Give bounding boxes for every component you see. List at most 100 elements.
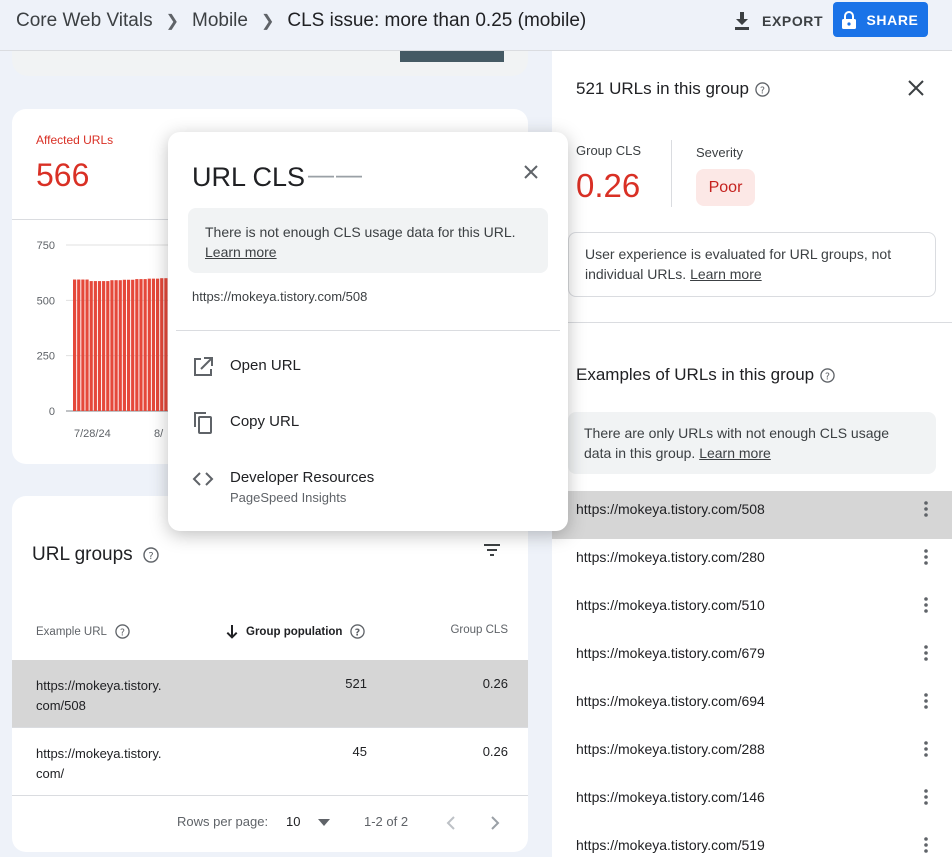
list-item-url: https://mokeya.tistory.com/280: [576, 549, 765, 565]
row-population: 45: [352, 744, 367, 759]
table-row[interactable]: https://mokeya.tistory.com/ 45 0.26: [12, 728, 528, 796]
examples-title-text: Examples of URLs in this group: [576, 365, 815, 384]
list-item[interactable]: https://mokeya.tistory.com/280: [552, 539, 952, 587]
more-vert-icon[interactable]: [924, 644, 928, 662]
chart-bar[interactable]: [114, 280, 118, 411]
chart-bar[interactable]: [89, 281, 93, 411]
svg-text:?: ?: [120, 627, 125, 638]
chart-bar[interactable]: [118, 280, 122, 411]
chart-bar[interactable]: [160, 278, 164, 411]
column-header-example-url[interactable]: Example URL ?: [36, 624, 130, 639]
chart-bar[interactable]: [81, 279, 85, 411]
x-tick-label: 7/28/24: [74, 428, 111, 440]
list-item[interactable]: https://mokeya.tistory.com/510: [552, 587, 952, 635]
arrow-down-icon: [226, 624, 238, 639]
close-icon[interactable]: [524, 165, 538, 179]
copy-url-menu-item[interactable]: Copy URL: [192, 412, 299, 434]
chart-bar[interactable]: [151, 278, 156, 411]
help-icon[interactable]: ?: [820, 367, 835, 383]
more-vert-icon[interactable]: [924, 692, 928, 710]
close-icon[interactable]: [908, 80, 924, 96]
list-item-url: https://mokeya.tistory.com/679: [576, 645, 765, 661]
more-vert-icon[interactable]: [924, 548, 928, 566]
x-tick-label: 8/: [154, 428, 164, 440]
breadcrumb: Core Web Vitals ❯ Mobile ❯ CLS issue: mo…: [16, 10, 586, 32]
chart-bar[interactable]: [126, 279, 131, 411]
group-cls-label: Group CLS: [576, 143, 642, 158]
list-item[interactable]: https://mokeya.tistory.com/519: [552, 827, 952, 857]
column-header-group-cls[interactable]: Group CLS: [450, 624, 508, 636]
svg-text:?: ?: [760, 85, 765, 96]
svg-text:?: ?: [825, 371, 830, 382]
chart-bar[interactable]: [135, 279, 139, 411]
column-header-group-population[interactable]: Group population ?: [226, 624, 366, 639]
list-item-url: https://mokeya.tistory.com/288: [576, 741, 765, 757]
row-url: https://mokeya.tistory.com/: [36, 746, 162, 781]
learn-more-link[interactable]: Learn more: [205, 244, 277, 260]
chart-bar[interactable]: [139, 279, 143, 411]
developer-resources-label: Developer Resources: [230, 469, 375, 486]
severity-badge: Poor: [696, 169, 755, 206]
row-cls: 0.26: [482, 744, 508, 759]
table-row[interactable]: https://mokeya.tistory.com/508 521 0.26: [12, 660, 528, 728]
help-icon[interactable]: ?: [115, 624, 130, 639]
list-item-url: https://mokeya.tistory.com/510: [576, 597, 765, 613]
more-vert-icon[interactable]: [924, 740, 928, 758]
chevron-right-icon[interactable]: [490, 816, 500, 830]
column-header-label: Group CLS: [450, 624, 508, 636]
more-vert-icon[interactable]: [924, 836, 928, 854]
list-item[interactable]: https://mokeya.tistory.com/508: [552, 491, 952, 539]
open-url-menu-item[interactable]: Open URL: [192, 356, 301, 378]
chart-bar[interactable]: [102, 281, 106, 411]
list-item[interactable]: https://mokeya.tistory.com/288: [552, 731, 952, 779]
help-icon[interactable]: ?: [142, 547, 159, 563]
list-item[interactable]: https://mokeya.tistory.com/146: [552, 779, 952, 827]
chart-bar[interactable]: [73, 279, 77, 411]
url-groups-title-text: URL groups: [32, 544, 133, 565]
examples-notice: There are only URLs with not enough CLS …: [568, 412, 936, 474]
help-icon[interactable]: ?: [350, 624, 366, 639]
list-item[interactable]: https://mokeya.tistory.com/679: [552, 635, 952, 683]
chart-bar[interactable]: [77, 279, 81, 411]
rows-per-page-value: 10: [286, 814, 301, 829]
rows-per-page-select[interactable]: 10: [286, 814, 331, 829]
more-vert-icon[interactable]: [924, 788, 928, 806]
chart-bar[interactable]: [131, 279, 135, 411]
learn-more-link[interactable]: Learn more: [699, 445, 771, 461]
chart-bar[interactable]: [110, 280, 114, 411]
developer-resources-menu-item[interactable]: Developer Resources PageSpeed Insights: [192, 468, 374, 505]
chevron-right-icon: ❯: [165, 13, 179, 30]
chart-bar[interactable]: [164, 278, 168, 411]
breadcrumb-core-web-vitals[interactable]: Core Web Vitals: [16, 10, 153, 31]
chart-bar[interactable]: [97, 281, 102, 411]
chart-bar[interactable]: [93, 281, 97, 411]
help-icon[interactable]: ?: [755, 81, 770, 97]
chart-bar[interactable]: [122, 279, 126, 411]
list-item[interactable]: https://mokeya.tistory.com/694: [552, 683, 952, 731]
chevron-right-icon: ❯: [260, 13, 275, 30]
panel-title-text: 521 URLs in this group: [576, 79, 749, 98]
more-vert-icon[interactable]: [924, 596, 928, 614]
column-header-label: Group population: [246, 625, 343, 638]
copy-icon: [194, 412, 212, 434]
affected-urls-value: 566: [36, 157, 90, 193]
divider: [671, 140, 672, 207]
filter-icon[interactable]: [482, 542, 502, 558]
row-population: 521: [345, 676, 367, 691]
breadcrumb-mobile[interactable]: Mobile: [192, 10, 248, 31]
open-in-new-icon: [194, 357, 213, 376]
dropdown-arrow-icon: [318, 819, 331, 827]
chart-bar[interactable]: [106, 281, 110, 411]
share-label: SHARE: [866, 11, 919, 28]
chart-bar[interactable]: [85, 279, 89, 411]
share-button[interactable]: SHARE: [833, 2, 928, 37]
code-icon: [192, 472, 214, 486]
learn-more-link[interactable]: Learn more: [690, 266, 762, 282]
more-vert-icon[interactable]: [924, 500, 928, 518]
chart-bar[interactable]: [143, 279, 147, 411]
y-tick-label: 750: [37, 240, 55, 252]
chart-bar[interactable]: [156, 278, 160, 411]
chevron-left-icon[interactable]: [446, 816, 456, 830]
export-button[interactable]: EXPORT: [728, 6, 829, 36]
chart-bar[interactable]: [147, 278, 151, 411]
